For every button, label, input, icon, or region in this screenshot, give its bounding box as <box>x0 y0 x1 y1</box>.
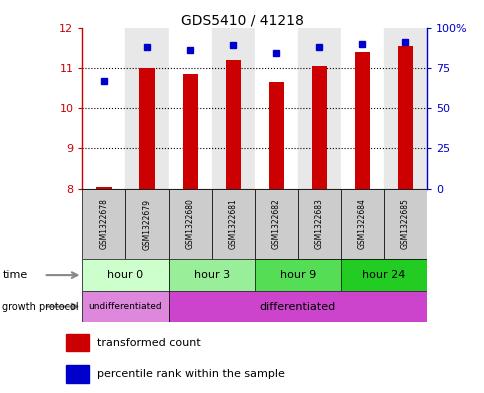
Bar <box>297 189 340 259</box>
Text: GSM1322681: GSM1322681 <box>228 198 237 250</box>
Text: GSM1322678: GSM1322678 <box>99 198 108 250</box>
Bar <box>383 189 426 259</box>
Bar <box>168 28 211 189</box>
Text: GDS5410 / 41218: GDS5410 / 41218 <box>181 14 303 28</box>
Text: percentile rank within the sample: percentile rank within the sample <box>97 369 285 379</box>
Text: hour 9: hour 9 <box>279 270 315 280</box>
Bar <box>340 189 383 259</box>
Bar <box>168 189 211 259</box>
Bar <box>397 46 412 189</box>
Text: differentiated: differentiated <box>259 301 335 312</box>
Bar <box>225 60 240 189</box>
Bar <box>66 365 89 383</box>
Bar <box>96 187 111 189</box>
Bar <box>383 28 426 189</box>
Bar <box>297 28 340 189</box>
Bar <box>125 28 168 189</box>
Bar <box>66 334 89 351</box>
Bar <box>254 189 297 259</box>
Text: hour 0: hour 0 <box>107 270 143 280</box>
Text: GSM1322680: GSM1322680 <box>185 198 194 250</box>
Text: growth protocol: growth protocol <box>2 301 79 312</box>
Text: GSM1322683: GSM1322683 <box>314 198 323 250</box>
Bar <box>82 291 168 322</box>
Bar <box>82 28 125 189</box>
Bar <box>354 51 369 189</box>
Bar <box>311 66 326 189</box>
Text: time: time <box>2 270 28 280</box>
Text: undifferentiated: undifferentiated <box>89 302 162 311</box>
Text: GSM1322685: GSM1322685 <box>400 198 409 250</box>
Text: GSM1322682: GSM1322682 <box>271 198 280 250</box>
Text: hour 24: hour 24 <box>362 270 405 280</box>
Text: GSM1322679: GSM1322679 <box>142 198 151 250</box>
Bar <box>211 28 254 189</box>
Bar <box>139 68 154 189</box>
Bar <box>254 28 297 189</box>
Bar <box>125 189 168 259</box>
Bar <box>82 189 125 259</box>
Bar <box>82 259 168 291</box>
Bar <box>268 82 283 189</box>
Text: GSM1322684: GSM1322684 <box>357 198 366 250</box>
Bar <box>254 259 484 291</box>
Bar <box>168 259 340 291</box>
Bar <box>168 291 426 322</box>
Text: transformed count: transformed count <box>97 338 201 347</box>
Bar <box>211 189 254 259</box>
Bar <box>182 74 197 189</box>
Bar <box>340 28 383 189</box>
Text: hour 3: hour 3 <box>193 270 229 280</box>
